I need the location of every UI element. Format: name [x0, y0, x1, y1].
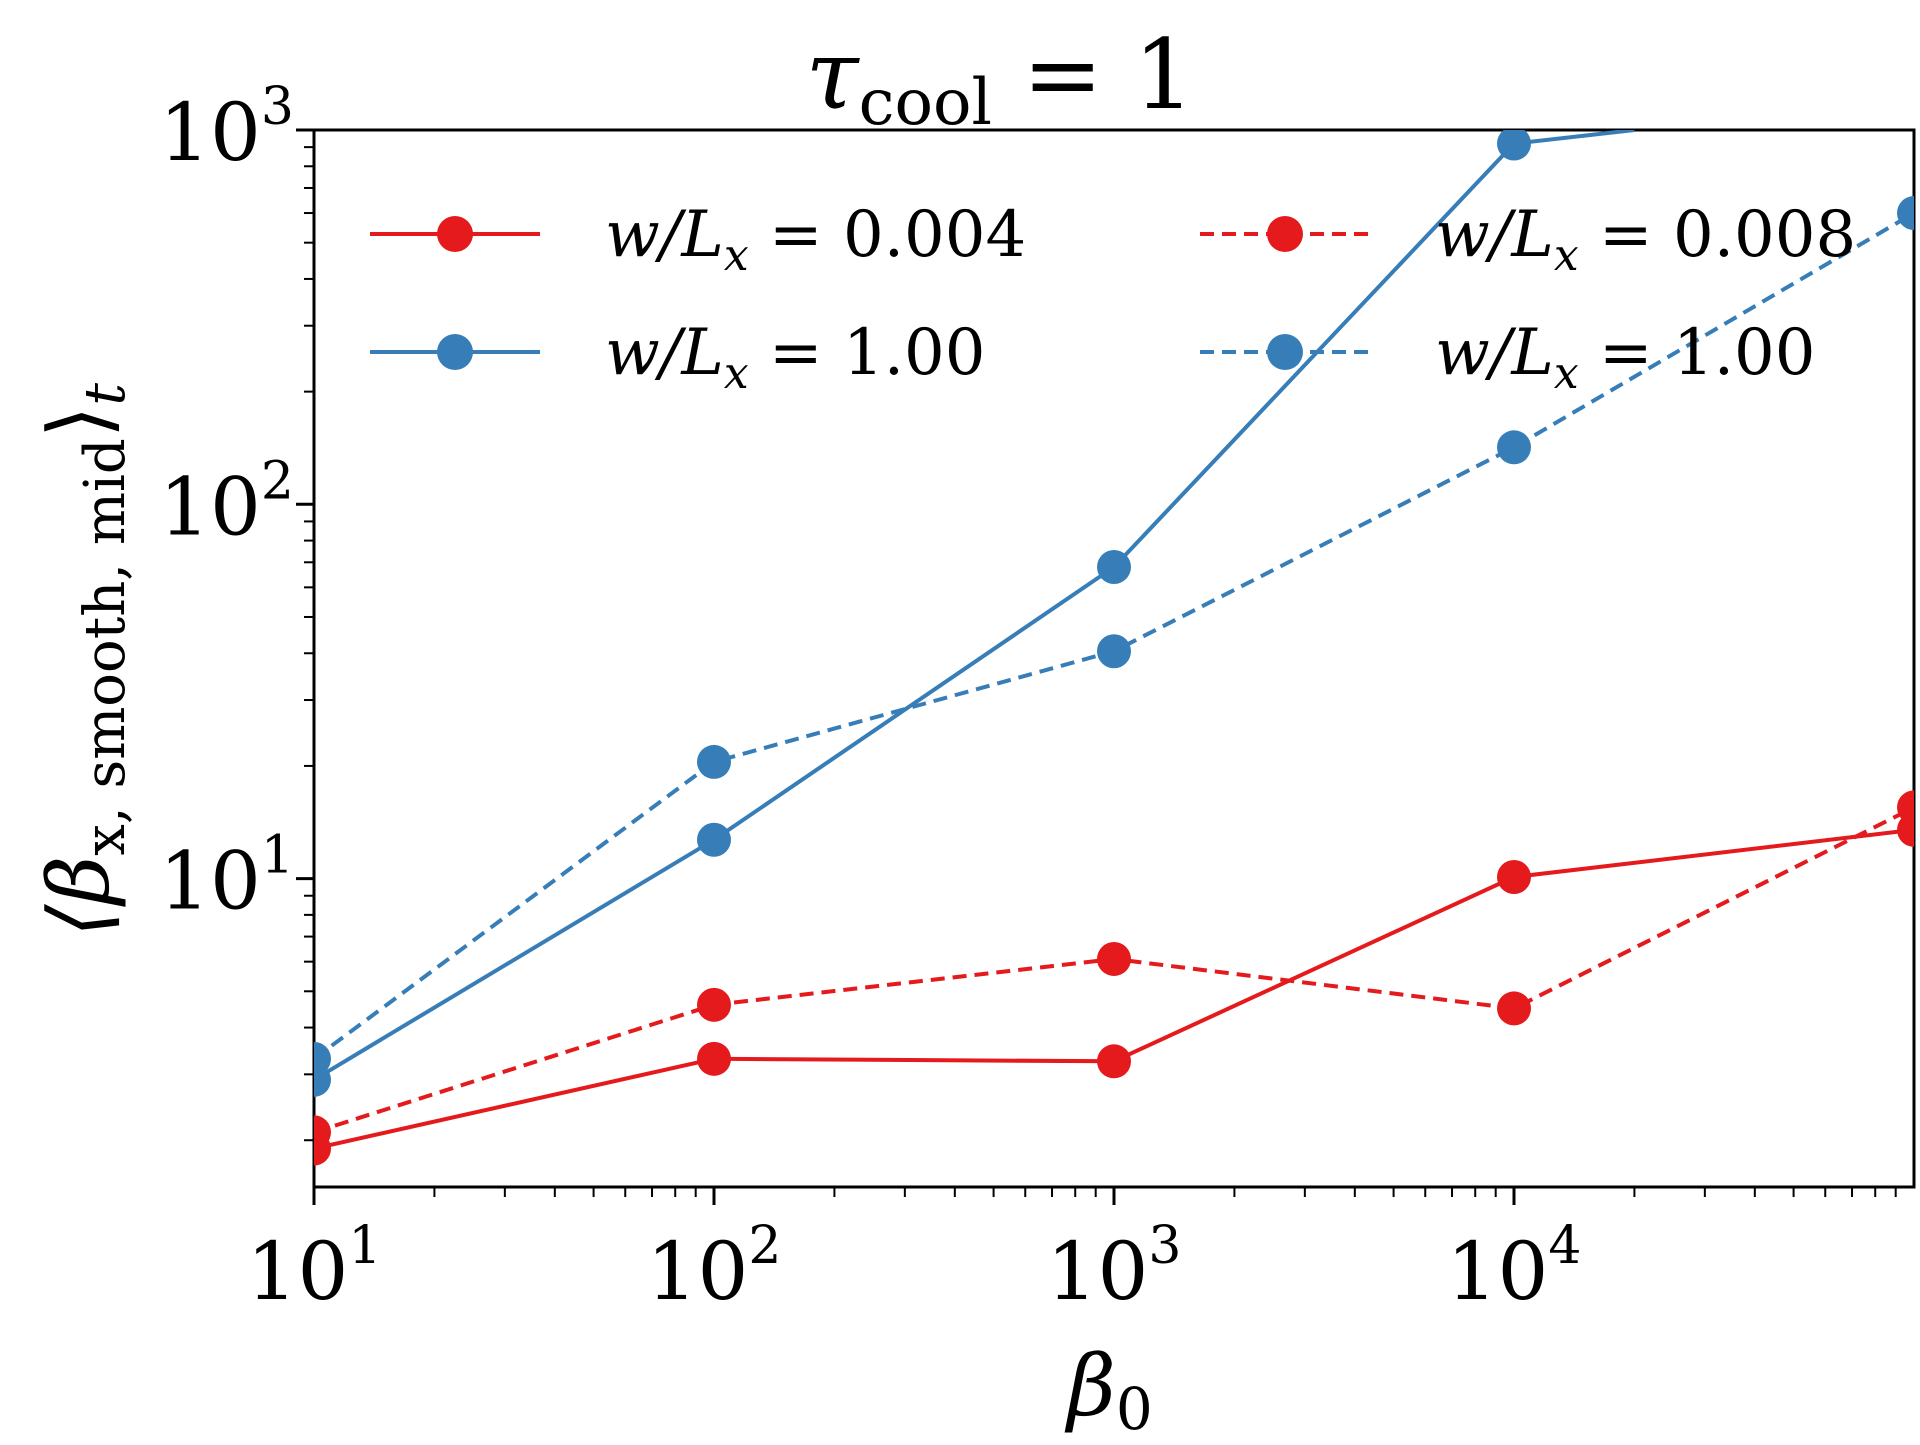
series-1-point	[1897, 790, 1914, 825]
legend-entry-3: w/Lx = 1.00	[1200, 316, 1815, 399]
series-0-point	[1497, 859, 1531, 894]
x-tick-label-0: 101	[247, 1216, 382, 1318]
y-tick-label-0: 101	[159, 826, 294, 928]
legend-label-2: w/Lx = 1.00	[605, 316, 985, 399]
series-line-0	[314, 827, 1914, 1151]
minor-ticks	[304, 146, 1897, 1197]
legend-entry-0: w/Lx = 0.004	[370, 198, 1026, 281]
series-1	[314, 790, 1914, 1150]
series-line-2	[314, 130, 1635, 1082]
series-3-point	[314, 1041, 331, 1076]
series-1-point	[314, 1115, 331, 1150]
chart-title: τcool = 1	[805, 19, 1194, 140]
series-3-point	[1897, 196, 1914, 231]
series-0-point	[1097, 1044, 1131, 1079]
legend-label-0: w/Lx = 0.004	[605, 198, 1026, 281]
legend-entry-1: w/Lx = 0.008	[1200, 198, 1856, 281]
series-2-point	[1097, 549, 1131, 584]
x-axis-label: β0	[1064, 1337, 1152, 1440]
x-tick-label-1: 102	[647, 1216, 782, 1318]
series-0	[314, 812, 1914, 1166]
major-ticks	[296, 128, 1516, 1205]
x-tick-label-3: 104	[1447, 1216, 1582, 1318]
series-3-point	[1097, 634, 1131, 669]
tick-labels: 101 102 103 104 101 102 103	[159, 77, 1581, 1318]
series-1-point	[1097, 941, 1131, 976]
series-2-point	[697, 822, 731, 857]
series-3	[314, 196, 1914, 1076]
series-2	[314, 130, 1635, 1097]
series-layer	[314, 130, 1914, 1166]
legend-entry-2: w/Lx = 1.00	[370, 316, 985, 399]
series-1-point	[1497, 991, 1531, 1026]
y-tick-label-1: 102	[159, 451, 294, 553]
y-axis-label: ⟨βx, smooth, mid⟩t	[30, 382, 138, 937]
series-3-point	[697, 744, 731, 779]
series-1-point	[697, 987, 731, 1022]
series-3-point	[1497, 430, 1531, 465]
series-0-point	[697, 1041, 731, 1076]
y-tick-label-2: 103	[159, 77, 294, 179]
x-tick-label-2: 103	[1047, 1216, 1182, 1318]
legend-label-3: w/Lx = 1.00	[1435, 316, 1815, 399]
legend-label-1: w/Lx = 0.008	[1435, 198, 1856, 281]
legend: w/Lx = 0.004 w/Lx = 0.008 w/Lx = 1.00 w/…	[370, 198, 1856, 399]
series-2-point	[1497, 130, 1531, 161]
